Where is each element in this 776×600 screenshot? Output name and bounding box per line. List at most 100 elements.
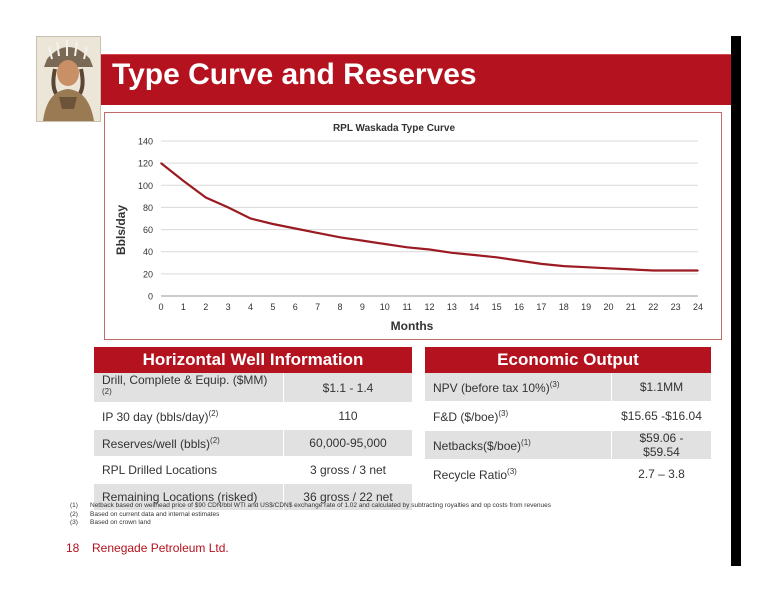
- x-tick-label: 17: [536, 302, 546, 312]
- well-info-label-text: Drill, Complete & Equip. ($MM): [102, 373, 268, 387]
- page-title: Type Curve and Reserves: [112, 58, 477, 91]
- data-point: [518, 259, 520, 262]
- well-info-value: 110: [283, 402, 412, 430]
- well-info-row: RPL Drilled Locations 3 gross / 3 net: [94, 456, 412, 484]
- well-info-label-text: IP 30 day (bbls/day): [102, 409, 209, 424]
- data-point: [428, 248, 431, 251]
- x-tick-label: 22: [648, 302, 658, 312]
- footnote-ref: (2): [210, 435, 220, 445]
- footnote-ref: (3): [507, 466, 517, 476]
- y-tick-label: 80: [143, 203, 153, 213]
- series-line: [160, 162, 698, 272]
- well-info-label: Reserves/well (bbls)(2): [94, 429, 284, 457]
- well-info-label: RPL Drilled Locations: [94, 456, 284, 484]
- y-tick-label: 120: [138, 159, 153, 169]
- x-tick-label: 8: [337, 302, 342, 312]
- footnote-ref: (1): [521, 437, 531, 447]
- chart-svg: RPL Waskada Type Curve Months Bbls/day 0…: [114, 123, 703, 333]
- well-info-label: Remaining Locations (risked): [94, 483, 284, 511]
- footnote-number: (3): [70, 519, 78, 526]
- x-tick-label: 1: [181, 302, 186, 312]
- well-info-header: Horizontal Well Information: [94, 347, 412, 373]
- x-tick-label: 18: [559, 302, 569, 312]
- x-tick-label: 10: [380, 302, 390, 312]
- economic-row: NPV (before tax 10%)(3) $1.1MM: [425, 373, 711, 402]
- y-tick-label: 0: [148, 292, 153, 302]
- footnotes: (1) Netback based on wellhead price of $9…: [70, 502, 551, 528]
- data-point: [294, 227, 297, 230]
- economic-label-text: NPV (before tax 10%): [433, 380, 550, 395]
- y-axis-label: Bbls/day: [114, 205, 128, 255]
- economic-value: 2.7 – 3.8: [611, 459, 711, 489]
- company-name: Renegade Petroleum Ltd.: [92, 541, 229, 555]
- data-point: [451, 252, 453, 254]
- well-info-row: Reserves/well (bbls)(2) 60,000-95,000: [94, 429, 412, 457]
- data-point: [227, 206, 229, 209]
- data-point: [406, 246, 408, 249]
- economic-row: Netbacks($/boe)(1) $59.06 - $59.54: [425, 430, 711, 460]
- footnote-ref: (3): [498, 408, 509, 418]
- well-info-label-text: Remaining Locations (risked): [102, 490, 258, 504]
- data-point: [316, 232, 319, 234]
- well-info-row: Drill, Complete & Equip. ($MM)(2) $1.1 - …: [94, 373, 412, 403]
- well-info-value: 60,000-95,000: [283, 429, 412, 457]
- y-tick-label: 60: [143, 225, 153, 235]
- footnote-number: (2): [70, 510, 78, 518]
- x-tick-label: 14: [469, 302, 479, 312]
- footnote-text: Based on current data and internal estim…: [90, 510, 220, 518]
- data-point: [160, 162, 162, 164]
- x-tick-label: 11: [402, 302, 411, 312]
- y-tick-label: 140: [138, 137, 153, 147]
- x-tick-label: 16: [514, 302, 524, 312]
- economic-value: $59.06 - $59.54: [611, 430, 711, 460]
- x-tick-label: 15: [492, 302, 502, 312]
- x-tick-label: 24: [693, 302, 703, 312]
- y-tick-label: 20: [143, 269, 153, 279]
- economic-label: NPV (before tax 10%)(3): [425, 373, 612, 402]
- data-point: [204, 196, 207, 199]
- data-point: [585, 266, 587, 269]
- y-tick-label: 100: [138, 181, 153, 191]
- well-info-label: IP 30 day (bbls/day)(2): [94, 402, 284, 430]
- x-tick-label: 9: [360, 302, 365, 312]
- x-tick-label: 3: [226, 302, 231, 312]
- right-edge-bar: [731, 36, 741, 566]
- economic-label: Recycle Ratio(3): [425, 459, 612, 489]
- x-tick-label: 2: [203, 302, 208, 312]
- x-tick-label: 12: [424, 302, 434, 312]
- well-info-row: IP 30 day (bbls/day)(2) 110: [94, 402, 412, 430]
- footnote: (3) Based on crown land: [70, 519, 551, 528]
- well-info-value: 36 gross / 22 net: [283, 483, 412, 511]
- x-tick-label: 20: [603, 302, 613, 312]
- footnote-ref: (2): [208, 408, 219, 418]
- footnote-number: (1): [70, 502, 78, 509]
- economic-row: Recycle Ratio(3) 2.7 – 3.8: [425, 459, 711, 489]
- data-point: [674, 269, 677, 272]
- x-tick-label: 7: [315, 302, 320, 312]
- well-info-value: $1.1 - 1.4: [283, 373, 412, 403]
- data-point: [607, 267, 610, 270]
- x-tick-label: 4: [248, 302, 253, 312]
- footnote-text: Netback based on wellhead price of $90 C…: [90, 502, 552, 509]
- y-tick-label: 40: [143, 247, 153, 257]
- x-tick-label: 21: [626, 302, 636, 312]
- economic-label-text: Recycle Ratio: [433, 467, 508, 482]
- chart-title: RPL Waskada Type Curve: [333, 123, 456, 134]
- x-tick-label: 0: [158, 302, 163, 312]
- x-tick-label: 13: [447, 302, 457, 312]
- footnote: (1) Netback based on wellhead price of $9…: [70, 502, 551, 511]
- data-point: [540, 263, 543, 265]
- x-tick-label: 19: [581, 302, 591, 312]
- data-point: [272, 223, 274, 225]
- data-point: [182, 180, 185, 182]
- well-info-label-text: Reserves/well (bbls): [102, 436, 211, 451]
- data-point: [361, 239, 364, 242]
- well-info-label-text: RPL Drilled Locations: [102, 463, 217, 477]
- data-point: [652, 269, 655, 272]
- title-banner: [100, 54, 731, 105]
- well-info-table: Drill, Complete & Equip. ($MM) (2) $1.1 - …: [94, 373, 412, 511]
- well-info-value: 3 gross / 3 net: [283, 456, 412, 484]
- well-info-row: Remaining Locations (risked) 36 gross / 2…: [94, 483, 412, 511]
- data-point: [339, 236, 341, 239]
- footnote: (2) Based on current data and internal es…: [70, 511, 551, 520]
